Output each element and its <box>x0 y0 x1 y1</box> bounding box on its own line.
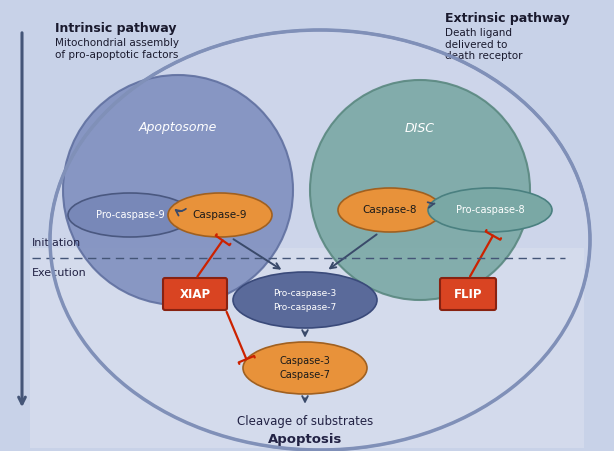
Text: DISC: DISC <box>405 121 435 134</box>
FancyBboxPatch shape <box>163 278 227 310</box>
Ellipse shape <box>428 188 552 232</box>
Text: Intrinsic pathway: Intrinsic pathway <box>55 22 176 35</box>
Text: Pro-caspase-8: Pro-caspase-8 <box>456 205 524 215</box>
Text: Caspase-9: Caspase-9 <box>193 210 247 220</box>
Ellipse shape <box>168 193 272 237</box>
Text: Apoptosis: Apoptosis <box>268 433 342 446</box>
Text: Extrinsic pathway: Extrinsic pathway <box>445 12 570 25</box>
Text: Apoptosome: Apoptosome <box>139 121 217 134</box>
Bar <box>30 248 584 448</box>
Text: Pro-caspase-9: Pro-caspase-9 <box>96 210 165 220</box>
Ellipse shape <box>50 30 590 450</box>
Text: FLIP: FLIP <box>454 287 482 300</box>
Circle shape <box>310 80 530 300</box>
Circle shape <box>63 75 293 305</box>
Ellipse shape <box>338 188 442 232</box>
Text: Mitochondrial assembly
of pro-apoptotic factors: Mitochondrial assembly of pro-apoptotic … <box>55 38 179 60</box>
Text: Execution: Execution <box>32 268 87 278</box>
Ellipse shape <box>68 193 192 237</box>
Text: Initiation: Initiation <box>32 238 81 248</box>
Text: Pro-caspase-7: Pro-caspase-7 <box>273 303 336 312</box>
Text: Caspase-7: Caspase-7 <box>279 370 330 380</box>
Text: Caspase-3: Caspase-3 <box>279 356 330 366</box>
Text: Pro-caspase-3: Pro-caspase-3 <box>273 289 336 298</box>
Text: XIAP: XIAP <box>179 287 211 300</box>
Text: Death ligand
delivered to
death receptor: Death ligand delivered to death receptor <box>445 28 523 61</box>
Ellipse shape <box>243 342 367 394</box>
Text: Cleavage of substrates: Cleavage of substrates <box>237 415 373 428</box>
FancyBboxPatch shape <box>440 278 496 310</box>
Ellipse shape <box>233 272 377 328</box>
Text: Caspase-8: Caspase-8 <box>363 205 418 215</box>
